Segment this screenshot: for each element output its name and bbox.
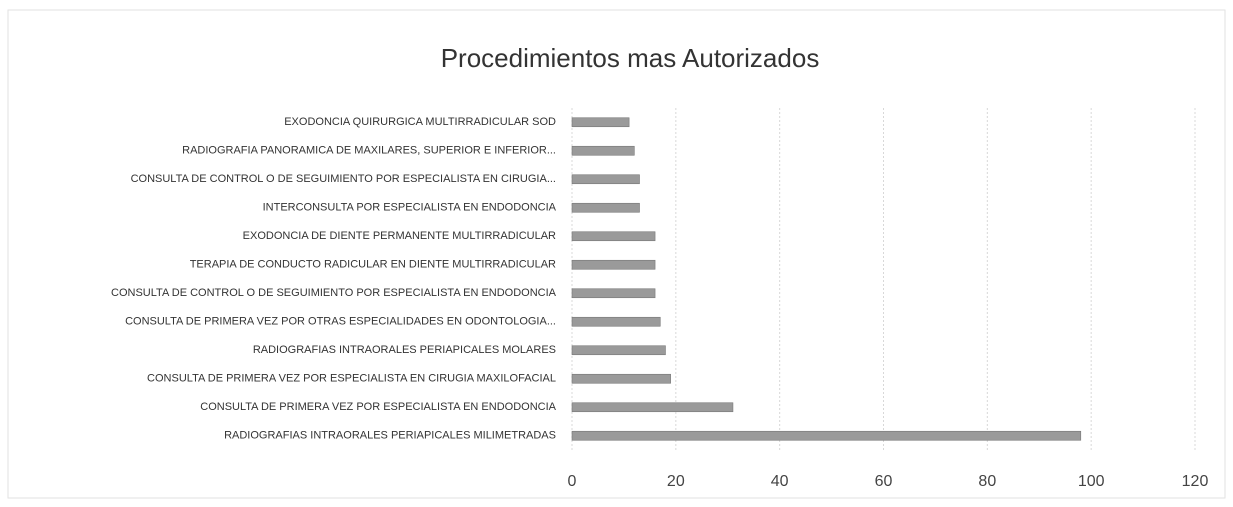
y-tick-label: CONSULTA DE PRIMERA VEZ POR ESPECIALISTA… [147,373,556,385]
x-tick-label: 60 [875,473,893,490]
y-tick-label: EXODONCIA DE DIENTE PERMANENTE MULTIRRAD… [243,230,556,242]
chart-title: Procedimientos mas Autorizados [441,43,820,73]
bar [571,373,671,384]
bar [571,316,661,327]
bar [571,117,630,128]
y-tick-label: RADIOGRAFIA PANORAMICA DE MAXILARES, SUP… [182,145,556,157]
bar [571,174,640,185]
chart-border [7,9,1226,499]
x-tick-label: 80 [978,473,996,490]
y-tick-label: RADIOGRAFIAS INTRAORALES PERIAPICALES MI… [224,430,556,442]
y-tick-label: RADIOGRAFIAS INTRAORALES PERIAPICALES MO… [253,344,556,356]
y-tick-label: TERAPIA DE CONDUCTO RADICULAR EN DIENTE … [190,259,556,271]
bar [571,288,656,299]
x-tick-label: 40 [771,473,789,490]
bar [571,231,656,242]
y-tick-label: CONSULTA DE CONTROL O DE SEGUIMIENTO POR… [111,287,557,299]
bar [571,145,635,156]
x-tick-label: 100 [1078,473,1105,490]
x-tick-label: 120 [1182,473,1209,490]
x-tick-label: 20 [667,473,685,490]
bar [571,345,666,356]
bar [571,402,734,413]
y-tick-label: INTERCONSULTA POR ESPECIALISTA EN ENDODO… [263,202,557,214]
x-tick-label: 0 [568,473,577,490]
y-tick-label: CONSULTA DE CONTROL O DE SEGUIMIENTO POR… [131,173,556,185]
y-tick-label: CONSULTA DE PRIMERA VEZ POR ESPECIALISTA… [200,401,556,413]
bar [571,202,640,213]
bar [571,430,1082,441]
y-tick-label: EXODONCIA QUIRURGICA MULTIRRADICULAR SOD [284,116,556,128]
y-tick-label: CONSULTA DE PRIMERA VEZ POR OTRAS ESPECI… [125,316,556,328]
bar [571,259,656,270]
